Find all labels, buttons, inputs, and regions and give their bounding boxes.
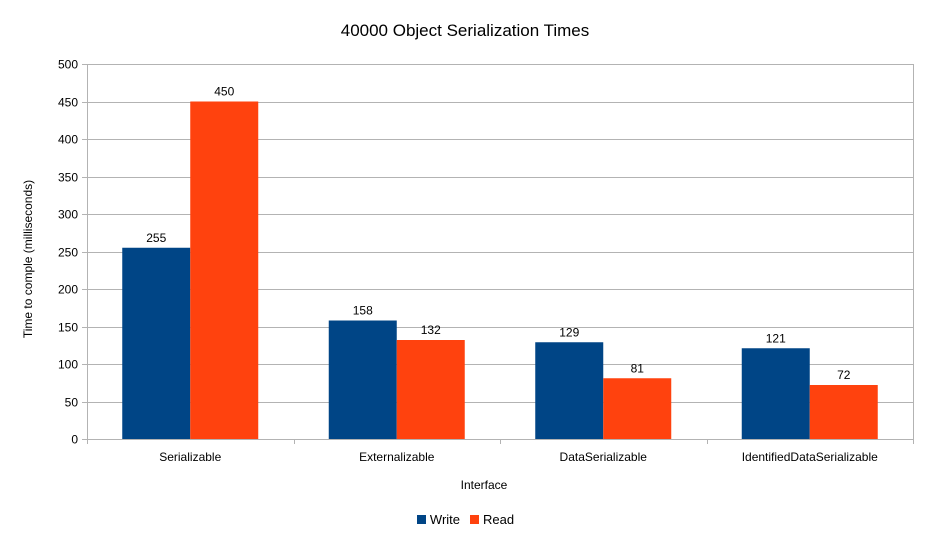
bars [122, 101, 878, 439]
bar-read [603, 378, 672, 439]
data-label: 132 [421, 323, 441, 337]
data-label: 255 [146, 231, 166, 245]
data-label: 81 [631, 361, 645, 375]
bar-write [535, 342, 604, 439]
x-tick-label: IdentifiedDataSerializable [742, 450, 878, 464]
data-label: 450 [214, 85, 234, 99]
x-tick-label: Externalizable [359, 450, 435, 464]
legend-label: Read [483, 512, 515, 527]
bar-read [190, 101, 259, 439]
data-label: 121 [766, 331, 786, 345]
bar-read [396, 340, 465, 439]
y-tick-label: 350 [58, 171, 78, 185]
legend-entry: Write [416, 512, 461, 527]
x-axis-label: Interface [461, 478, 508, 492]
y-tick-label: 200 [58, 283, 78, 297]
y-tick-label: 500 [58, 58, 78, 72]
bar-write [122, 247, 191, 439]
chart-title: 40000 Object Serialization Times [341, 21, 590, 40]
data-label: 72 [837, 368, 851, 382]
y-tick-label: 150 [58, 321, 78, 335]
y-tick-label: 0 [71, 433, 78, 447]
legend-swatch [470, 515, 480, 524]
legend-label: Write [429, 512, 461, 527]
legend-swatch [416, 515, 426, 524]
data-labels: 255 450 158 132 129 81 121 72 [146, 85, 851, 383]
y-axis-label: Time to comple (milliseconds) [21, 180, 35, 338]
y-tick-label: 450 [58, 96, 78, 110]
bar-write [741, 348, 810, 439]
y-tick-label: 250 [58, 246, 78, 260]
y-tick-label: 300 [58, 208, 78, 222]
y-tick-label: 400 [58, 133, 78, 147]
chart-legend: Write Read [0, 512, 931, 527]
y-tick-label: 100 [58, 358, 78, 372]
axes: 0 50 100 150 200 250 300 350 400 450 500 Serializab… [58, 58, 914, 464]
bar-read [809, 385, 878, 439]
y-tick-label: 50 [65, 396, 79, 410]
legend-entry: Read [470, 512, 514, 527]
x-tick-label: Serializable [159, 450, 221, 464]
bar-write [328, 320, 397, 439]
data-label: 158 [353, 304, 373, 318]
x-tick-label: DataSerializable [560, 450, 648, 464]
data-label: 129 [559, 325, 579, 339]
